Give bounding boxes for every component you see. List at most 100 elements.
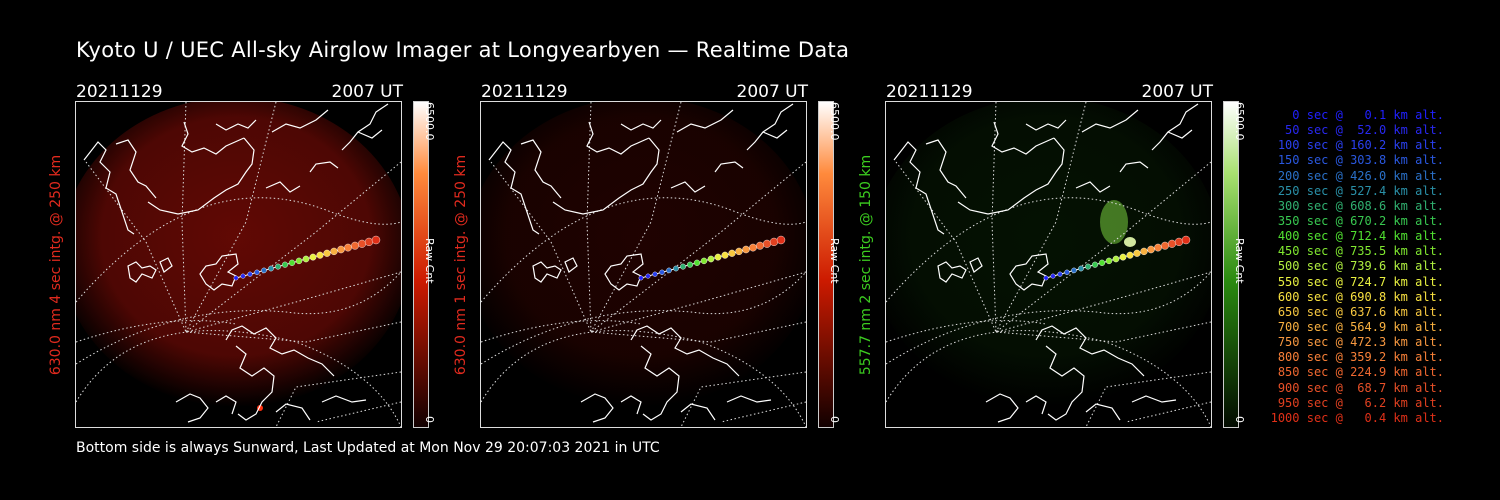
colorbar-max-label: 6500.0 — [423, 102, 436, 141]
trajectory-point — [1167, 239, 1177, 248]
coastline — [215, 395, 237, 415]
trajectory-point — [1043, 275, 1049, 281]
grid-line — [185, 321, 401, 343]
legend-row: 300 sec @ 608.6 km alt. — [1270, 198, 1444, 213]
trajectory-point — [351, 241, 359, 250]
colorbar-unit-label: Raw Cnt — [828, 238, 841, 284]
allsky-image — [480, 101, 807, 428]
legend-row: 750 sec @ 472.3 km alt. — [1270, 335, 1444, 350]
coastline — [271, 109, 329, 133]
panel-time: 2007 UT — [331, 82, 404, 102]
page-title: Kyoto U / UEC All-sky Airglow Imager at … — [76, 38, 850, 62]
trajectory-point — [1119, 253, 1127, 261]
coastline — [1081, 109, 1139, 133]
grid-line — [995, 321, 1211, 343]
panel-date: 20211129 — [886, 82, 973, 102]
coastline — [762, 129, 788, 139]
trajectory-point — [1091, 261, 1099, 268]
coastline — [893, 141, 945, 235]
trajectory-point — [295, 257, 303, 265]
trajectory-point — [714, 253, 722, 261]
coastline — [520, 139, 562, 199]
coastline — [357, 129, 383, 139]
coastline — [969, 257, 983, 273]
legend-row: 550 sec @ 724.7 km alt. — [1270, 274, 1444, 289]
aurora-bright-spot — [1124, 237, 1136, 247]
trajectory-point — [680, 263, 686, 270]
allsky-map-svg — [76, 102, 401, 427]
legend-row: 350 sec @ 670.2 km alt. — [1270, 213, 1444, 228]
trajectory-point — [337, 245, 345, 254]
legend-row: 900 sec @ 68.7 km alt. — [1270, 380, 1444, 395]
coastline — [341, 103, 389, 151]
trajectory-point — [1174, 237, 1184, 247]
legend-row: 250 sec @ 527.4 km alt. — [1270, 183, 1444, 198]
grid-line — [995, 161, 1211, 333]
trajectory-point — [233, 275, 239, 281]
coastline — [1075, 181, 1111, 193]
legend-row: 600 sec @ 690.8 km alt. — [1270, 289, 1444, 304]
allsky-image — [75, 101, 402, 428]
trajectory-point — [735, 247, 743, 256]
coastline — [1009, 253, 1049, 291]
legend-row: 400 sec @ 712.4 km alt. — [1270, 229, 1444, 244]
grid-line — [590, 161, 806, 333]
trajectory-point — [371, 235, 381, 245]
coastline — [985, 393, 1019, 423]
colorbar-unit-label: Raw Cnt — [1233, 238, 1246, 284]
panel-630nm-4sec: 20211129 2007 UT 630.0 nm 4 sec intg. @ … — [48, 80, 496, 440]
trajectory-point — [344, 243, 352, 252]
trajectory-point — [261, 267, 267, 274]
allsky-map-svg — [886, 102, 1211, 427]
colorbar — [413, 101, 429, 428]
coastline — [746, 103, 794, 151]
airglow-emission — [481, 102, 806, 407]
colorbar-min-label: 0 — [828, 416, 841, 423]
coastline — [714, 161, 744, 173]
grid-line — [995, 102, 1087, 333]
trajectory-point — [776, 235, 786, 245]
coastline — [586, 121, 650, 155]
coastline — [564, 257, 578, 273]
coastline — [225, 325, 335, 377]
legend-row: 850 sec @ 224.9 km alt. — [1270, 365, 1444, 380]
grid-line — [1125, 401, 1211, 423]
grid-line — [185, 161, 401, 333]
coastline — [937, 261, 967, 283]
grid-line — [481, 271, 806, 365]
grid-line — [886, 271, 1211, 365]
trajectory-point — [254, 269, 260, 275]
panel-date: 20211129 — [76, 82, 163, 102]
legend-row: 650 sec @ 637.6 km alt. — [1270, 304, 1444, 319]
grid-line — [315, 401, 401, 423]
trajectory-point — [721, 251, 729, 259]
trajectory-point — [357, 239, 367, 248]
trajectory-point — [1161, 241, 1169, 250]
coastline — [925, 139, 967, 199]
coastline — [726, 395, 772, 403]
grid-line — [720, 401, 806, 423]
trajectory-point — [275, 263, 281, 270]
coastline — [1035, 325, 1145, 377]
trajectory-point — [1147, 245, 1155, 254]
trajectory-point — [749, 243, 757, 252]
coastline — [1045, 345, 1085, 421]
coastline — [630, 325, 740, 377]
trajectory-point — [1085, 263, 1091, 270]
legend-row: 500 sec @ 739.6 km alt. — [1270, 259, 1444, 274]
trajectory-point — [1050, 273, 1056, 279]
legend-row: 50 sec @ 52.0 km alt. — [1270, 123, 1444, 138]
coastline — [321, 395, 367, 403]
coastline — [604, 253, 644, 291]
panel-wavelength-label: 630.0 nm 1 sec intg. @ 250 km — [453, 154, 469, 376]
grid-line — [185, 271, 401, 333]
trajectory-point — [700, 257, 708, 265]
trajectory-point — [1105, 257, 1113, 265]
panel-557nm-2sec: 20211129 2007 UT 557.7 nm 2 sec intg. @ … — [858, 80, 1306, 440]
legend-row: 100 sec @ 160.2 km alt. — [1270, 138, 1444, 153]
legend-row: 950 sec @ 6.2 km alt. — [1270, 395, 1444, 410]
coastline — [265, 181, 301, 193]
trajectory-point — [1140, 247, 1148, 256]
colorbar-min-label: 0 — [1233, 416, 1246, 423]
coastline — [127, 261, 157, 283]
